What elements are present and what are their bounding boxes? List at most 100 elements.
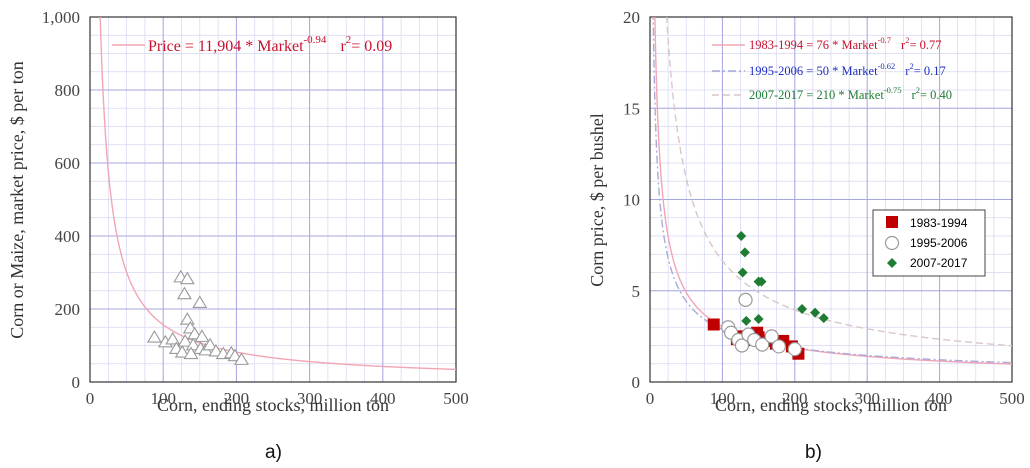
chart-a-y-tick-label: 800 <box>55 81 81 100</box>
chart-b-equations: 1983-1994 = 76 * Market-0.7 r2= 0.77 1995… <box>712 35 952 102</box>
chart-a-y-ticks: 0 200 400 600 800 1,000 <box>42 8 80 392</box>
chart-a-x-tick-label: 500 <box>443 389 469 408</box>
data-point-circle <box>764 329 779 344</box>
data-point-triangle <box>174 344 190 358</box>
chart-b-eq1-r: r <box>901 38 906 52</box>
chart-a-fit-lines <box>99 17 456 371</box>
chart-b-eq2-label: 1995-2006 = 50 * Market <box>749 64 878 78</box>
chart-b-x-tick-label: 500 <box>999 389 1025 408</box>
data-point-triangle <box>179 271 195 285</box>
chart-a-r2-value: = 0.09 <box>351 38 392 55</box>
chart-a-x-tick-label: 400 <box>370 389 396 408</box>
chart-a-y-tick-label: 1,000 <box>42 8 80 27</box>
chart-b-panel-label: b) <box>805 442 822 463</box>
chart-b-fit-curve-3 <box>665 17 1012 347</box>
chart-a-x-tick-label: 200 <box>224 389 250 408</box>
data-point-diamond <box>756 276 767 287</box>
chart-b-eq1: 1983-1994 = 76 * Market-0.7 r2= 0.77 <box>749 35 942 52</box>
chart-b-eq2: 1995-2006 = 50 * Market-0.62 r2= 0.17 <box>749 61 946 78</box>
chart-b-y-tick-label: 10 <box>623 191 640 210</box>
data-point-triangle <box>185 337 201 351</box>
chart-a-grid <box>90 17 456 382</box>
data-point-diamond <box>741 315 752 326</box>
chart-b-eq2-exp: -0.62 <box>878 61 896 71</box>
data-point-triangle <box>187 326 203 340</box>
chart-a-panel-label: a) <box>265 442 282 463</box>
data-point-triangle <box>202 337 218 351</box>
data-point-diamond <box>737 267 748 278</box>
chart-a-y-tick-label: 200 <box>55 300 81 319</box>
chart-b-x-tick-label: 0 <box>646 389 655 408</box>
chart-a-y-tick-label: 400 <box>55 227 81 246</box>
chart-b-frame <box>649 16 1013 383</box>
data-point-diamond <box>818 313 829 324</box>
chart-a-fit-curve-1 <box>99 17 456 371</box>
chart-b-eq2-sup: 2 <box>909 61 913 71</box>
chart-b-eq3-label: 2007-2017 = 210 * Market <box>749 88 884 102</box>
chart-a-x-tick-label: 0 <box>86 389 95 408</box>
data-point-circle <box>771 339 786 354</box>
data-point-circle <box>787 342 802 357</box>
chart-a-x-tick-label: 300 <box>297 389 323 408</box>
chart-b-eq3-exp: -0.75 <box>884 85 902 95</box>
chart-b-y-tick-label: 20 <box>623 8 640 27</box>
data-point-diamond <box>810 307 821 318</box>
chart-b-eq3-sup: 2 <box>916 85 920 95</box>
data-point-triangle <box>208 343 224 357</box>
chart-a: 0 100 200 300 400 500 0 200 400 600 800 1,000 Pric… <box>7 8 469 463</box>
chart-a-frame <box>89 16 457 383</box>
chart-b-eq2-r: r <box>905 64 910 78</box>
chart-b-x-tick-label: 400 <box>927 389 953 408</box>
data-point-triangle <box>192 295 208 308</box>
legend-circle-marker <box>884 235 900 251</box>
legend-square-marker <box>886 216 898 228</box>
data-point-triangle <box>194 329 210 342</box>
chart-b-eq1-exp: -0.7 <box>878 35 891 45</box>
data-point-circle <box>755 337 770 352</box>
legend-label-1983-1994: 1983-1994 <box>910 216 968 230</box>
chart-b-y-axis-label: Corn price, $ per bushel <box>587 113 607 286</box>
data-point-triangle <box>234 352 249 365</box>
chart-a-y-axis-label: Corn or Maize, market price, $ per ton <box>7 61 27 338</box>
data-point-diamond <box>739 247 750 258</box>
chart-b-x-ticks: 0 100 200 300 400 500 <box>646 389 1025 408</box>
chart-b-x-tick-label: 100 <box>710 389 736 408</box>
chart-a-equation-exp: -0.94 <box>304 34 327 46</box>
chart-b-y-tick-label: 0 <box>632 373 641 392</box>
chart-b-legend: 1983-1994 1995-2006 2007-2017 <box>872 209 986 277</box>
data-point-diamond <box>736 231 747 241</box>
chart-a-x-ticks: 0 100 200 300 400 500 <box>86 389 469 408</box>
data-point-diamond <box>797 304 808 314</box>
chart-b-x-tick-label: 200 <box>782 389 808 408</box>
chart-b-eq1-label: 1983-1994 = 76 * Market <box>749 38 878 52</box>
chart-b-y-tick-label: 15 <box>623 99 640 118</box>
chart-b-y-tick-label: 5 <box>632 282 641 301</box>
chart-b-fit-curve-2 <box>652 17 1012 364</box>
chart-a-y-tick-label: 0 <box>72 373 81 392</box>
chart-b-eq2-r2: = 0.17 <box>914 64 946 78</box>
legend-label-2007-2017: 2007-2017 <box>910 256 968 270</box>
legend-diamond-marker <box>887 258 897 268</box>
chart-b-eq1-r2: = 0.77 <box>909 38 941 52</box>
chart-b-eq3: 2007-2017 = 210 * Market-0.75 r2= 0.40 <box>749 85 952 102</box>
chart-b-eq1-sup: 2 <box>905 35 909 45</box>
chart-b-eq3-r2: = 0.40 <box>920 88 952 102</box>
chart-b-points <box>707 231 829 360</box>
data-point-triangle <box>165 331 181 345</box>
chart-a-x-tick-label: 100 <box>150 389 176 408</box>
chart-b: 0 100 200 300 400 500 0 5 10 15 20 1983-1994 = 76… <box>587 8 1025 463</box>
chart-b-x-axis-label: Corn, ending stocks, million ton <box>715 395 947 415</box>
chart-a-r2-sup: 2 <box>346 34 352 46</box>
chart-b-eq3-r: r <box>912 88 917 102</box>
chart-a-equation: Price = 11,904 * Market-0.94 r2= 0.09 <box>148 34 392 55</box>
legend-label-1995-2006: 1995-2006 <box>910 236 968 250</box>
data-point-square <box>707 318 720 331</box>
data-point-triangle <box>183 346 199 360</box>
chart-a-x-axis-label: Corn, ending stocks, million ton <box>157 395 389 415</box>
chart-b-x-tick-label: 300 <box>854 389 880 408</box>
data-point-diamond <box>753 314 764 325</box>
data-point-triangle <box>146 330 162 343</box>
chart-a-r2-r: r <box>340 38 346 55</box>
data-point-circle <box>734 338 750 353</box>
